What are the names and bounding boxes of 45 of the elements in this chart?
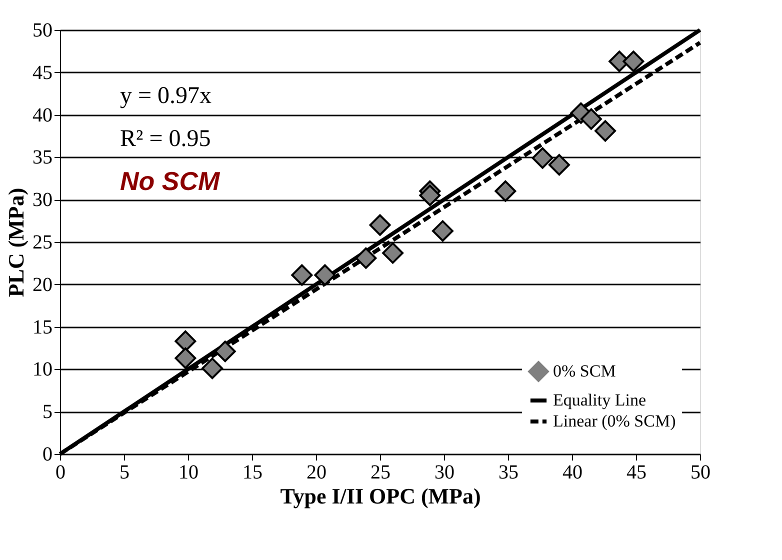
legend-label: Equality Line bbox=[553, 390, 646, 410]
point bbox=[532, 147, 554, 169]
point bbox=[174, 347, 196, 369]
point bbox=[174, 330, 196, 352]
point bbox=[382, 242, 404, 264]
legend-label: 0% SCM bbox=[553, 362, 616, 380]
y-tick-label: 40 bbox=[32, 104, 52, 126]
x-tick-label: 20 bbox=[306, 462, 326, 484]
y-tick-label: 0 bbox=[42, 444, 52, 466]
x-tick-label: 10 bbox=[178, 462, 198, 484]
y-tick-label: 15 bbox=[32, 316, 52, 338]
x-tick-label: 45 bbox=[626, 462, 646, 484]
point bbox=[494, 180, 516, 202]
point bbox=[291, 264, 313, 286]
x-tick-label: 25 bbox=[370, 462, 390, 484]
y-axis-title: PLC (MPa) bbox=[4, 188, 28, 298]
point bbox=[314, 264, 336, 286]
point bbox=[355, 247, 377, 269]
annotation: No SCM bbox=[120, 166, 221, 196]
annotation: y = 0.97x bbox=[120, 83, 212, 109]
point bbox=[432, 220, 454, 242]
x-axis-title: Type I/II OPC (MPa) bbox=[280, 484, 481, 508]
point bbox=[580, 108, 602, 130]
legend-label: Linear (0% SCM) bbox=[553, 412, 676, 430]
point bbox=[594, 120, 616, 142]
y-tick-label: 30 bbox=[32, 189, 52, 212]
y-tick-label: 35 bbox=[32, 146, 52, 169]
x-tick-label: 40 bbox=[562, 462, 582, 484]
point bbox=[419, 184, 441, 206]
y-tick-label: 20 bbox=[32, 274, 52, 296]
y-tick-label: 50 bbox=[32, 20, 52, 42]
point bbox=[369, 214, 391, 236]
y-tick-label: 5 bbox=[42, 401, 52, 424]
annotation: R² = 0.95 bbox=[120, 126, 211, 152]
point bbox=[622, 50, 644, 72]
y-tick-label: 10 bbox=[32, 358, 52, 381]
y-tick-label: 25 bbox=[32, 232, 52, 254]
x-tick-label: 35 bbox=[498, 462, 518, 484]
x-tick-label: 50 bbox=[690, 462, 710, 484]
point bbox=[202, 358, 224, 380]
point bbox=[548, 154, 570, 176]
x-tick-label: 15 bbox=[242, 462, 262, 484]
x-tick-label: 5 bbox=[120, 462, 130, 484]
x-tick-label: 30 bbox=[434, 462, 454, 484]
y-tick-label: 45 bbox=[32, 62, 52, 84]
